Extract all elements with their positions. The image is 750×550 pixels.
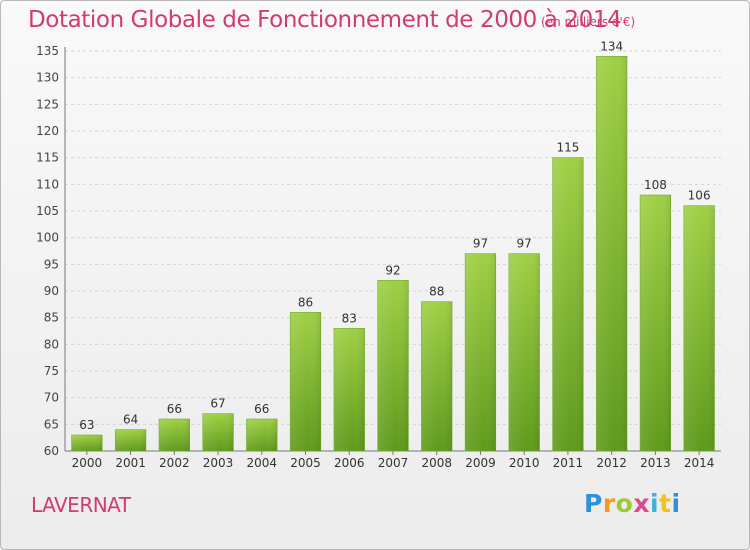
data-label: 66 <box>167 402 182 416</box>
y-tick-label: 75 <box>44 364 59 378</box>
data-label: 106 <box>688 189 711 203</box>
data-label: 115 <box>556 141 579 155</box>
y-tick-label: 80 <box>44 337 59 351</box>
bar-shade <box>508 253 540 451</box>
bar-shade <box>377 280 409 451</box>
bar-shade <box>246 419 278 451</box>
bar-shade <box>159 419 190 451</box>
y-tick-label: 135 <box>36 44 59 58</box>
y-tick-label: 100 <box>36 231 59 245</box>
data-label: 134 <box>600 39 623 53</box>
x-tick-label: 2011 <box>553 456 584 470</box>
data-label: 83 <box>342 311 357 325</box>
bar-shade <box>421 301 453 451</box>
y-tick-label: 115 <box>36 151 59 165</box>
chart-subtitle: (en milliers d'€) <box>541 15 636 29</box>
y-tick-label: 60 <box>44 444 59 458</box>
x-tick-label: 2009 <box>465 456 496 470</box>
y-tick-label: 90 <box>44 284 59 298</box>
bar-shade <box>552 157 584 451</box>
y-tick-label: 95 <box>44 257 59 271</box>
bar-shade <box>115 429 146 451</box>
commune-name: LAVERNAT <box>31 493 131 517</box>
y-tick-label: 110 <box>36 177 59 191</box>
bar-shade <box>202 413 234 451</box>
chart-title: Dotation Globale de Fonctionnement de 20… <box>28 7 622 33</box>
y-tick-label: 120 <box>36 124 59 138</box>
y-tick-label: 85 <box>44 311 59 325</box>
logo-letter: x <box>633 489 650 518</box>
logo-letter: r <box>602 489 616 518</box>
x-tick-label: 2006 <box>334 456 365 470</box>
y-tick-label: 125 <box>36 97 59 111</box>
logo-letter: o <box>615 489 634 518</box>
data-label: 64 <box>123 413 138 427</box>
proxiti-logo: Proxiti <box>584 489 681 518</box>
data-label: 66 <box>254 402 269 416</box>
x-tick-label: 2001 <box>115 456 146 470</box>
data-label: 108 <box>644 178 667 192</box>
bar-shade <box>683 205 715 451</box>
y-tick-label: 65 <box>44 417 59 431</box>
x-tick-label: 2007 <box>378 456 409 470</box>
bar-shade <box>640 195 671 451</box>
x-tick-label: 2002 <box>159 456 190 470</box>
bar-shade <box>465 253 496 451</box>
logo-letter: i <box>671 489 681 518</box>
x-tick-label: 2008 <box>421 456 452 470</box>
y-tick-label: 105 <box>36 204 59 218</box>
logo-letter: t <box>659 489 672 518</box>
data-label: 67 <box>210 397 225 411</box>
data-label: 92 <box>385 263 400 277</box>
x-tick-label: 2013 <box>640 456 671 470</box>
data-label: 88 <box>429 285 444 299</box>
x-tick-label: 2003 <box>203 456 234 470</box>
bar-shade <box>596 56 627 451</box>
y-tick-label: 70 <box>44 391 59 405</box>
logo-letter: P <box>584 489 603 518</box>
data-label: 86 <box>298 295 313 309</box>
bar-shade <box>71 435 103 451</box>
x-tick-label: 2014 <box>684 456 715 470</box>
logo-letter: i <box>650 489 660 518</box>
y-tick-label: 130 <box>36 71 59 85</box>
data-label: 63 <box>79 418 94 432</box>
x-tick-label: 2005 <box>290 456 321 470</box>
x-tick-label: 2010 <box>509 456 540 470</box>
x-tick-label: 2004 <box>247 456 278 470</box>
data-label: 97 <box>473 237 488 251</box>
bar-shade <box>290 312 321 451</box>
data-label: 97 <box>517 237 532 251</box>
bar-shade <box>333 328 365 451</box>
x-tick-label: 2000 <box>72 456 103 470</box>
x-tick-label: 2012 <box>596 456 627 470</box>
